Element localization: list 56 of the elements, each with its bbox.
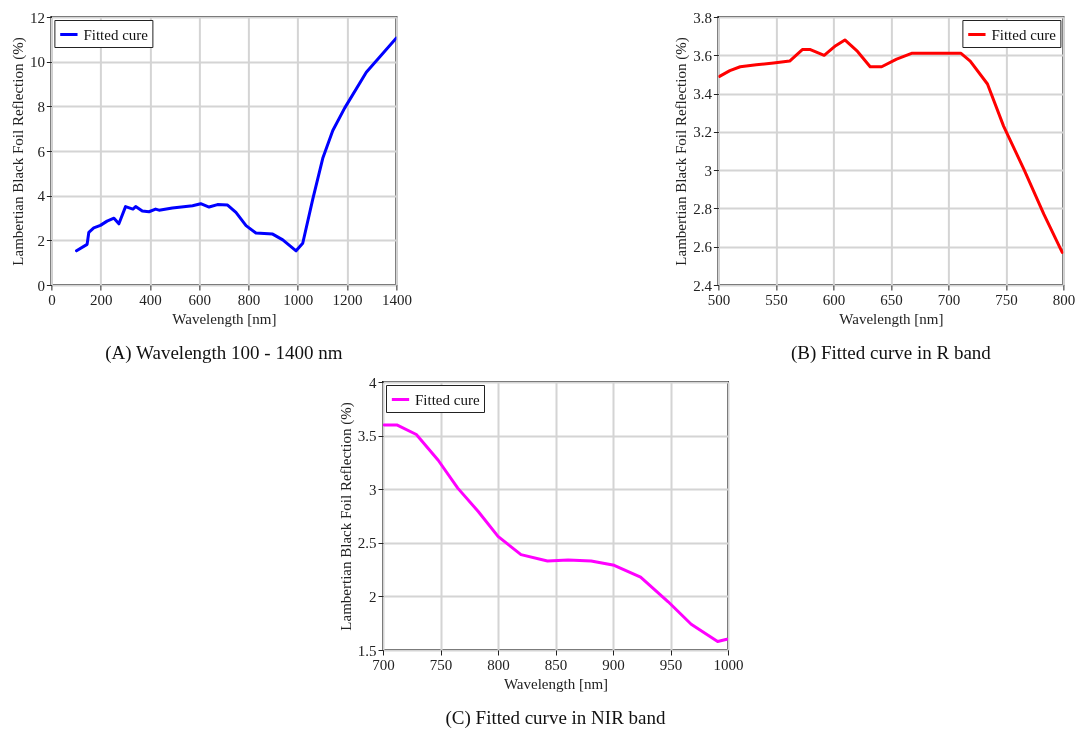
x-tick-label: 1000 <box>283 291 314 308</box>
y-tick-label: 3 <box>704 162 712 179</box>
text: (B) Fitted curve in R band <box>790 342 992 364</box>
y-tick-label: 2 <box>369 588 377 605</box>
line-series <box>383 423 728 643</box>
x-tick-label: 700 <box>937 291 961 308</box>
y-tick-label: 10 <box>29 54 45 71</box>
line-series <box>718 38 1064 254</box>
x-tick-label: 200 <box>89 291 113 308</box>
x-axis-title: Wavelength [nm] <box>172 310 277 327</box>
y-tick-label: 3.6 <box>693 47 713 64</box>
legend-label: Fitted cure <box>415 391 480 408</box>
x-tick-label: 750 <box>429 656 453 673</box>
x-tick-label: 850 <box>544 656 568 673</box>
y-tick-label: 4 <box>37 188 46 205</box>
x-tick-label: 800 <box>237 291 261 308</box>
x-tick-label: 600 <box>822 291 846 308</box>
y-tick-label: 2.8 <box>693 200 712 217</box>
x-tick-label: 950 <box>659 656 683 673</box>
x-tick-label: 800 <box>487 656 510 673</box>
x-tick-label: 1200 <box>332 291 363 308</box>
y-axis-title: Lambertian Black Foil Reflection (%) <box>673 37 691 266</box>
y-tick-label: 2.4 <box>693 277 713 294</box>
x-tick-label: 600 <box>188 291 211 308</box>
legend-label: Fitted cure <box>991 26 1057 43</box>
x-tick-label: 650 <box>880 291 903 308</box>
x-tick-label: 400 <box>139 291 162 308</box>
x-tick-label: 900 <box>602 656 625 673</box>
x-tick-label: 1400 <box>381 291 412 308</box>
y-tick-label: 3 <box>369 481 377 498</box>
x-tick-label: 750 <box>995 291 1018 308</box>
text: (C) Fitted curve in NIR band <box>445 707 667 729</box>
y-tick-label: 8 <box>37 98 45 115</box>
x-axis-title: Wavelength [nm] <box>839 310 944 327</box>
y-tick-label: 3.4 <box>693 86 713 103</box>
y-tick-label: 4 <box>369 374 377 391</box>
y-tick-label: 3.8 <box>693 9 712 26</box>
x-axis-title: Wavelength [nm] <box>503 675 609 692</box>
y-tick-label: 2 <box>37 232 45 249</box>
y-axis-title: Lambertian Black Foil Reflection (%) <box>9 37 27 266</box>
y-tick-label: 3.5 <box>357 428 377 445</box>
x-tick-label: 800 <box>1052 291 1076 308</box>
x-tick-label: 700 <box>372 656 395 673</box>
y-tick-label: 6 <box>37 143 46 160</box>
y-tick-label: 1.5 <box>357 642 377 659</box>
y-tick-label: 2.6 <box>693 239 713 256</box>
y-tick-label: 12 <box>29 9 45 26</box>
y-tick-label: 0 <box>37 277 45 294</box>
x-tick-label: 1000 <box>713 656 744 673</box>
x-tick-label: 500 <box>707 291 731 308</box>
y-tick-label: 3.2 <box>693 124 712 141</box>
x-tick-label: 550 <box>765 291 788 308</box>
legend-label: Fitted cure <box>83 26 149 43</box>
y-axis-title: Lambertian Black Foil Reflection (%) <box>337 402 355 631</box>
text: (A) Wavelength 100 - 1400 nm <box>105 342 343 364</box>
y-tick-label: 2.5 <box>357 535 377 552</box>
